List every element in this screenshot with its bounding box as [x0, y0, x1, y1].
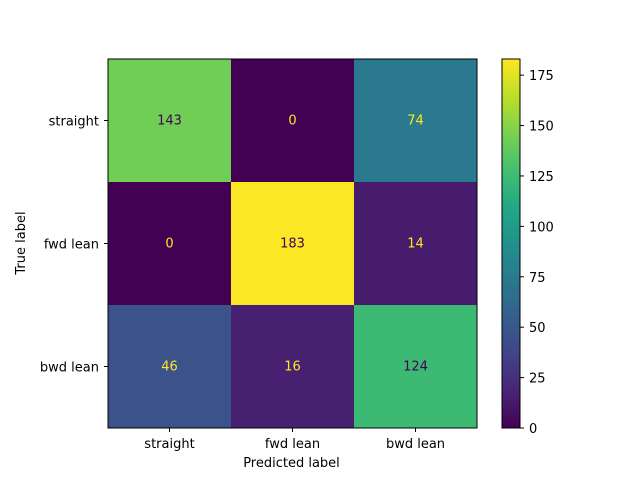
heatmap-cell: [231, 59, 355, 183]
y-tick-label: bwd lean: [40, 361, 99, 376]
matrix-axes: straight fwd lean bwd lean straight fwd lean…: [40, 58, 478, 452]
heatmap-cell: [354, 182, 478, 306]
cell-value-label: 183: [280, 237, 305, 252]
colorbar-gradient: [501, 58, 521, 429]
heatmap-cell: [108, 59, 232, 183]
heatmap-cell: [231, 182, 355, 306]
cell-value-label: 0: [165, 237, 173, 252]
colorbar-tick-label: 50: [529, 321, 546, 336]
colorbar-tick-label: 175: [529, 69, 554, 84]
cell-value-label: 16: [284, 360, 301, 375]
heatmap-cells: [108, 59, 478, 429]
cell-value-label: 14: [407, 237, 424, 252]
x-tick-label: straight: [144, 437, 194, 452]
cell-value-label: 46: [161, 360, 178, 375]
cell-value-labels: 143 0 74 0 183 14 46 16 124: [157, 114, 428, 375]
colorbar-tick-label: 25: [529, 372, 546, 387]
heatmap-cell: [354, 305, 478, 429]
x-axis-label: Predicted label: [243, 456, 340, 471]
colorbar-tick-label: 75: [529, 271, 546, 286]
colorbar-tick-label: 100: [529, 220, 554, 235]
colorbar-tick-label: 150: [529, 120, 554, 135]
heatmap-cell: [354, 59, 478, 183]
heatmap-cell: [231, 305, 355, 429]
cell-value-label: 74: [407, 114, 424, 129]
cell-value-label: 143: [157, 114, 182, 129]
cell-value-label: 124: [403, 360, 428, 375]
x-tick-label: bwd lean: [386, 437, 445, 452]
heatmap-cell: [108, 305, 232, 429]
heatmap-cell: [108, 182, 232, 306]
y-tick-label: straight: [49, 115, 99, 130]
cell-value-label: 0: [288, 114, 296, 129]
x-tick-label: fwd lean: [265, 437, 320, 452]
colorbar-tick-label: 125: [529, 170, 554, 185]
y-axis-label: True label: [14, 211, 29, 275]
colorbar: 0 25 50 75 100 125 150 175: [501, 58, 554, 437]
colorbar-tick-label: 0: [529, 422, 537, 437]
y-tick-label: fwd lean: [44, 238, 99, 253]
